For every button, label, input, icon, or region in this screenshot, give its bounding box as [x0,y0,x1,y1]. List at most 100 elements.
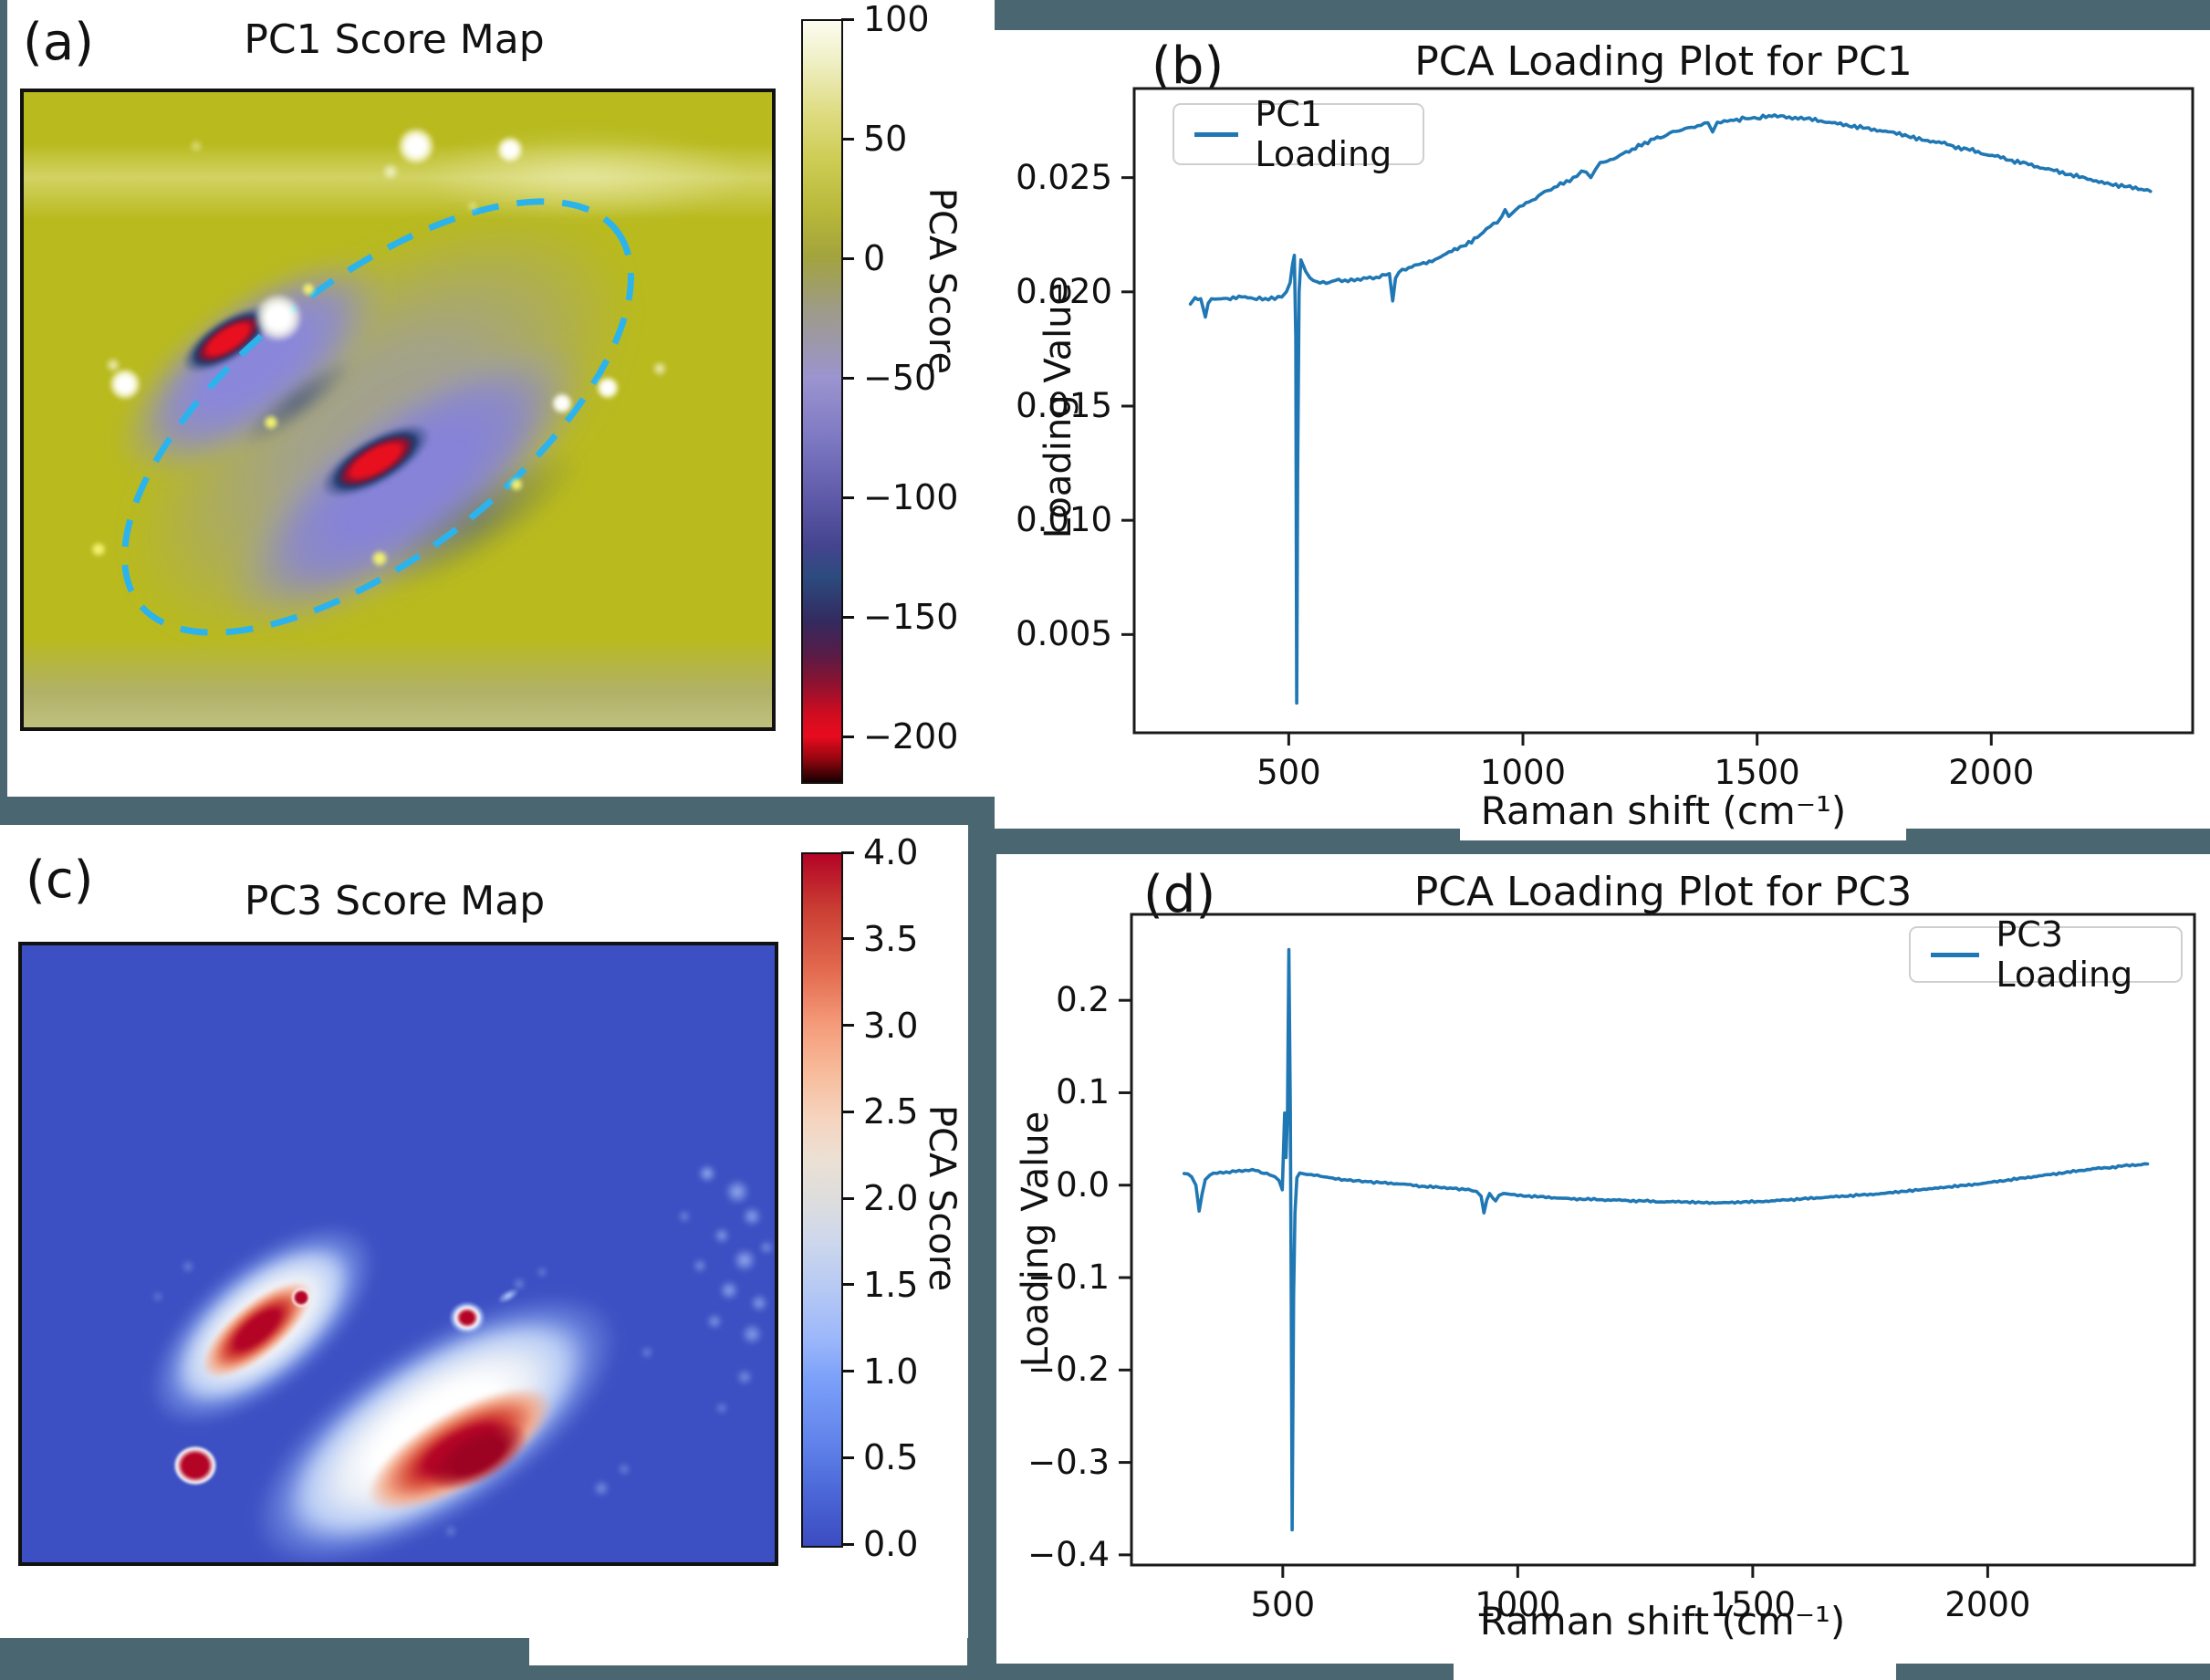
heatmap-c-speckle [736,1369,753,1385]
legend-line-sample [1931,952,1980,957]
heatmap-c-speckle [513,1278,526,1290]
colorbar-tick [841,137,854,141]
y-tick-label: −0.3 [1027,1442,1110,1482]
colorbar-tick-label: −100 [863,477,959,517]
x-tick-label: 500 [1250,1585,1316,1624]
colorbar-tick [841,1196,854,1200]
y-tick-label: 0.2 [1056,980,1110,1020]
y-tick-label: −0.2 [1027,1350,1110,1390]
colorbar-tick [841,615,854,619]
heatmap-a-spot [254,293,303,342]
y-tick-label: 0.0 [1056,1164,1110,1205]
heatmap-c-isolated-dot-right [449,1301,485,1334]
heatmap-c-speckle [152,1291,163,1302]
heatmap-a-spot [105,357,121,373]
heatmap-a-spot [509,477,524,492]
y-tick-label: 0.015 [1016,385,1112,425]
panel-d-title: PCA Loading Plot for PC3 [1413,869,1913,915]
heatmap-c-speckle [714,1227,730,1244]
colorbar-tick-label: −150 [863,597,959,637]
colorbar-tick-label: 0.0 [863,1524,919,1564]
colorbar-tick-label: −50 [863,358,937,398]
pc3-score-heatmap [18,942,778,1566]
heatmap-a-spot [263,414,279,431]
chart-b-xlabel: Raman shift (cm⁻¹) [1480,788,1847,833]
heatmap-a-spot [90,541,107,558]
heatmap-c-speckle [678,1210,691,1223]
heatmap-c-speckle [537,1267,547,1278]
heatmap-c-speckle [593,1480,610,1497]
heatmap-a-spot [189,139,203,153]
panel-c-letter: (c) [26,850,94,910]
colorbar-tick-label: 2.5 [863,1091,919,1132]
heatmap-c-speckle [742,1206,762,1226]
y-tick-label: 0.005 [1016,614,1112,654]
pc1-score-heatmap [20,89,776,731]
heatmap-c-speckle [719,1280,739,1300]
x-tick-label: 2000 [1948,753,2035,792]
colorbar-tick-label: 50 [863,119,908,159]
panel-b-letter: (b) [1152,37,1225,96]
panel-a-letter: (a) [23,13,95,72]
colorbar-tick [841,937,854,941]
colorbar-tick [841,1110,854,1113]
y-tick-label: 0.020 [1016,271,1112,311]
colorbar-tick-label: 1.0 [863,1351,919,1392]
chart-d-xlabel: Raman shift (cm⁻¹) [1479,1599,1846,1643]
heatmap-a-spot [301,282,316,297]
heatmap-c-speckle [733,1248,756,1272]
colorbar-tick-label: 100 [863,0,930,39]
heatmap-c-speckle [693,1258,707,1273]
heatmap-a-spot [109,368,141,401]
heatmap-a-bottom-band [24,638,772,727]
x-tick-label: 1500 [1714,753,1800,792]
y-tick-label: −0.1 [1027,1257,1110,1298]
heatmap-c-speckle [182,1260,194,1273]
colorbar-tick-label: 0 [863,238,886,278]
colorbar-tick [841,496,854,499]
colorbar-tick [841,256,854,260]
colorbar-tick [841,1283,854,1287]
legend-label: PC1 Loading [1255,94,1392,174]
heatmap-a-spot [370,549,389,568]
heatmap-c-speckle [698,1164,716,1183]
legend-line-sample [1194,131,1239,137]
legend-label: PC3 Loading [1996,914,2133,995]
colorbar-tick-label: 0.5 [863,1437,919,1478]
heatmap-a-spot [381,162,400,181]
colorbar-tick [841,735,854,738]
panel-c-bottom-tab [529,1638,967,1665]
colorbar-tick [841,1370,854,1372]
colorbar-tick-label: 2.0 [863,1178,919,1218]
heatmap-c-speckle [618,1463,631,1476]
heatmap-c-speckle [741,1323,763,1345]
heatmap-c-upper-blob-dot [291,1288,311,1308]
heatmap-c-speckle [641,1346,653,1359]
y-tick-label: 0.025 [1016,157,1112,197]
heatmap-a-spot [496,136,524,163]
colorbar-tick [841,850,854,854]
x-tick-label: 500 [1256,753,1321,792]
colorbar-tick-label: 3.5 [863,918,919,959]
colorbar-tick [841,1024,854,1027]
colorbar-tick [841,376,854,380]
colorbar-pc3 [801,852,843,1548]
colorbar-tick-label: 1.5 [863,1264,919,1305]
panel-d [996,854,2210,1664]
heatmap-c-speckle [759,1240,774,1255]
chart-b-legend: PC1 Loading [1173,94,1424,174]
panel-c-title: PC3 Score Map [244,878,546,924]
heatmap-c-speckle [444,1525,457,1538]
panel-b-title: PCA Loading Plot for PC1 [1414,38,1913,85]
x-tick-label: 2000 [1944,1585,2031,1624]
y-tick-label: 0.010 [1016,500,1112,540]
panel-d-xlabel-tab [1454,1664,1896,1680]
heatmap-a-spot [596,376,620,400]
colorbar-tick [841,1456,854,1459]
heatmap-c-speckle [706,1313,723,1330]
heatmap-a-spot [652,360,668,377]
heatmap-a-spot [397,127,435,165]
heatmap-a-spot [466,200,479,213]
colorbar-tick-label: −200 [863,716,959,757]
